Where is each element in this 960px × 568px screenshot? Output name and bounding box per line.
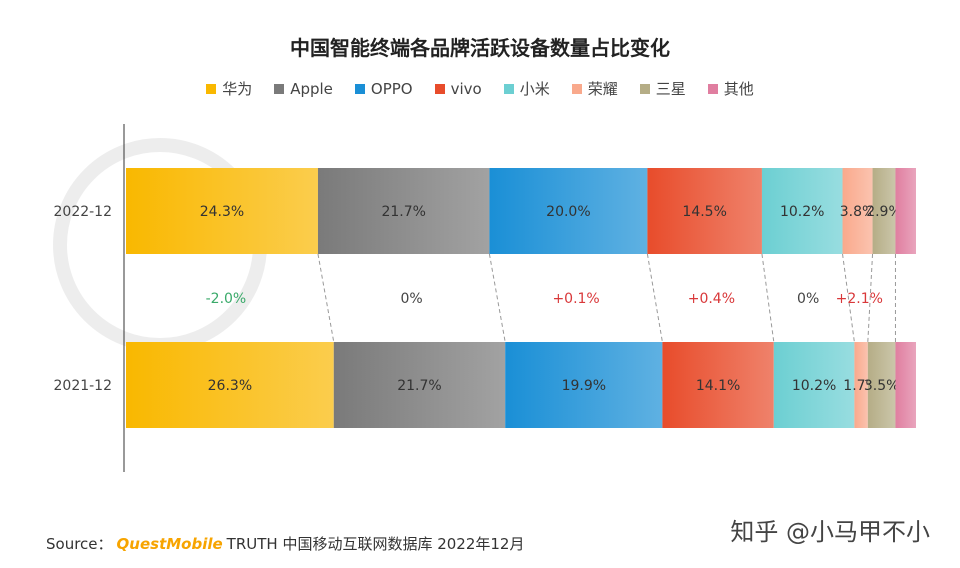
legend-item: OPPO [354,78,413,99]
legend-label: vivo [450,79,482,98]
data-label: 14.1% [696,378,740,394]
bar-segment [895,342,916,428]
data-label: 10.2% [792,378,836,394]
legend-item: 三星 [639,78,686,99]
bar-segment [317,168,490,254]
data-label: 10.2% [780,204,824,220]
bar-segment [854,342,868,428]
legend-item: 小米 [503,78,550,99]
legend-label: 其他 [723,80,754,98]
change-label: +2.1% [836,291,883,307]
data-label: 2.9% [866,204,902,220]
connector-line [842,253,855,343]
bar-segment [761,168,843,254]
bar-segment [647,168,762,254]
legend-label: 小米 [519,80,550,98]
data-label: 20.0% [546,204,590,220]
bar-segment [773,342,855,428]
chart-legend: 华为 Apple OPPO vivo 小米 荣耀 三星 其他 [0,78,960,99]
legend-swatch [274,83,285,94]
legend-swatch [354,83,365,94]
legend-swatch [503,83,514,94]
connector-line [761,253,775,343]
chart-title: 中国智能终端各品牌活跃设备数量占比变化 [290,36,670,60]
bar-segment [842,168,873,254]
bar-segment [505,342,663,428]
legend-item: vivo [434,78,482,99]
bar-segment [895,168,916,254]
bar-segment [662,342,774,428]
data-label: 3.5% [864,378,900,394]
data-label: 21.7% [381,204,425,220]
legend-swatch [707,83,718,94]
data-label: 24.3% [200,204,244,220]
change-label: +0.4% [688,291,735,307]
source-brand: QuestMobile [116,535,223,553]
connector-line [867,253,874,343]
bar-segment [872,168,896,254]
source-label: Source： [46,535,113,553]
category-label: 2021-12 [54,378,113,394]
bar-segment [126,342,334,428]
legend-label: Apple [290,79,333,98]
legend-label: 荣耀 [587,80,618,98]
legend-swatch [434,83,445,94]
change-label: 0% [400,291,422,307]
data-label: 21.7% [397,378,441,394]
legend-swatch [206,83,217,94]
legend-item: 荣耀 [571,78,618,99]
connector-line [646,253,663,343]
legend-label: OPPO [370,79,413,98]
legend-label: 华为 [222,80,253,98]
data-label: 3.8% [840,204,876,220]
zhihu-watermark: 知乎 @小马甲不小 [730,518,930,546]
change-label: 0% [797,291,819,307]
data-label: 26.3% [208,378,252,394]
change-label: -2.0% [206,291,247,307]
legend-swatch [639,83,650,94]
legend-item: Apple [274,78,333,99]
legend-swatch [571,83,582,94]
legend-item: 华为 [206,78,252,99]
bar-segment [126,168,318,254]
legend-item: 其他 [707,78,754,99]
source-footer: Source： QuestMobile TRUTH 中国移动互联网数据库 2022年… [46,533,524,554]
bar-segment [333,342,506,428]
connector-line [317,253,335,343]
data-label: 19.9% [562,378,606,394]
category-label: 2022-12 [54,204,113,220]
legend-label: 三星 [655,80,686,98]
connector-line [488,253,506,343]
source-text: TRUTH 中国移动互联网数据库 2022年12月 [226,535,525,553]
bar-segment [489,168,648,254]
bar-segment [867,342,896,428]
data-label: 14.5% [682,204,726,220]
change-label: +0.1% [552,291,599,307]
